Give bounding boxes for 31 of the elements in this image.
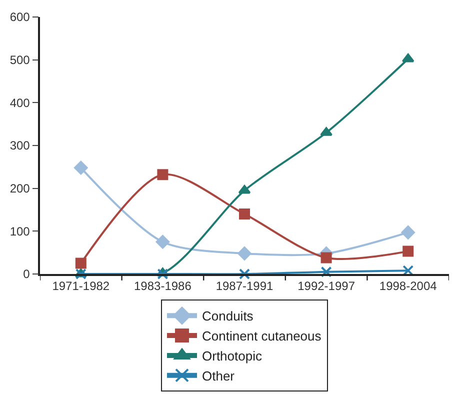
point — [401, 226, 415, 240]
point — [239, 268, 250, 280]
y-tick-label: 100 — [10, 224, 30, 238]
legend-label: Other — [202, 368, 236, 384]
y-tick-label: 400 — [10, 96, 30, 110]
legend-label: Orthotopic — [202, 348, 262, 364]
y-tick-label: 200 — [10, 182, 30, 196]
point — [74, 160, 88, 175]
x-tick-label: 1998-2004 — [379, 279, 438, 294]
point — [320, 266, 332, 278]
y-tick-label: 0 — [23, 267, 30, 282]
y-tick-label: 300 — [10, 138, 30, 153]
point — [157, 169, 168, 180]
point — [238, 246, 252, 260]
point — [238, 184, 251, 194]
y-tick-label: 600 — [10, 10, 30, 24]
x-tick-label: 1983-1986 — [134, 279, 192, 294]
point — [239, 208, 250, 220]
point — [75, 258, 86, 269]
point — [402, 53, 414, 62]
x-tick-label: 1971-1982 — [52, 279, 110, 294]
point — [156, 235, 170, 249]
y-tick-label: 500 — [10, 53, 30, 68]
legend-label: Conduits — [202, 308, 254, 324]
point — [320, 127, 332, 136]
x-tick-label: 1987-1991 — [216, 279, 274, 294]
legend-label: Continent cutaneous — [202, 328, 322, 344]
point — [320, 252, 332, 264]
point — [402, 246, 414, 257]
x-tick-label: 1992-1997 — [298, 279, 356, 294]
point — [157, 268, 168, 280]
